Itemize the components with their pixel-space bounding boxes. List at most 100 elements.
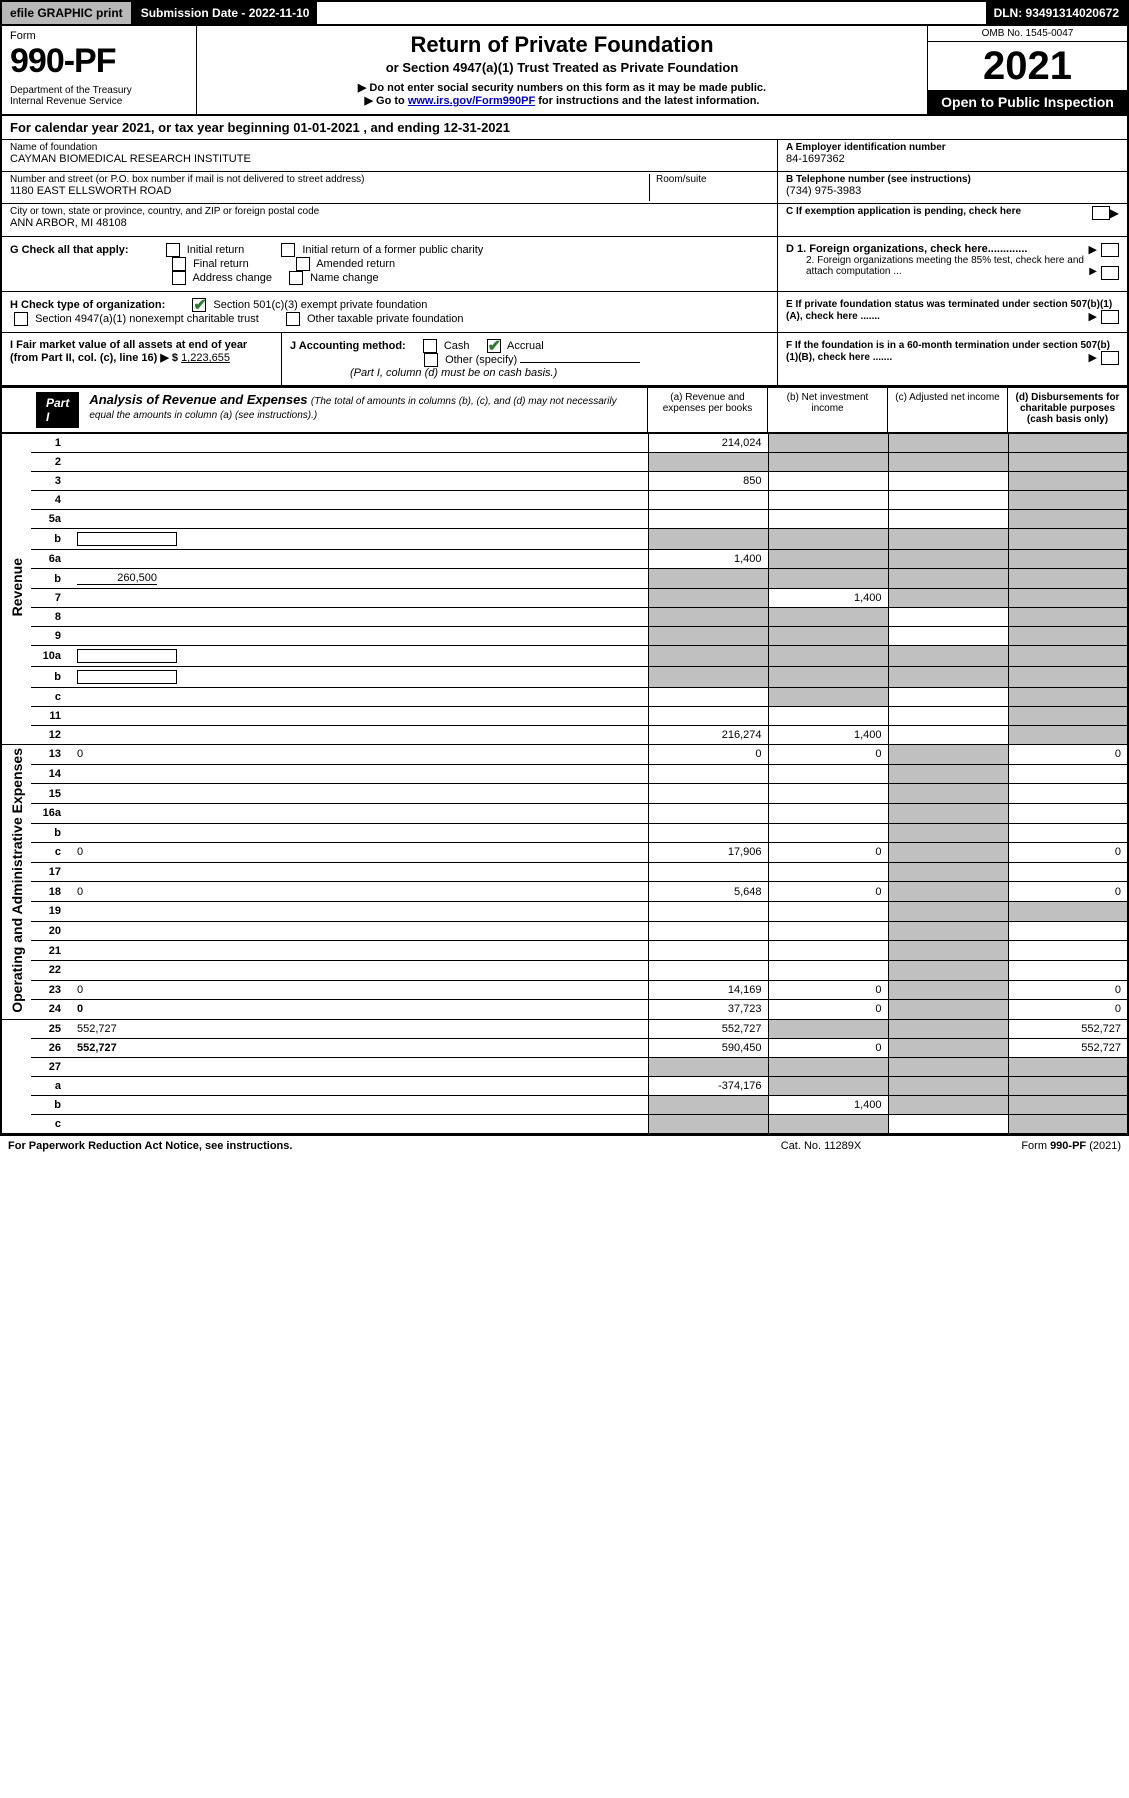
h-opt2: Section 4947(a)(1) nonexempt charitable …: [35, 313, 259, 325]
row-desc: [71, 764, 648, 784]
row-number: 6a: [31, 550, 71, 569]
room-label: Room/suite: [656, 174, 769, 185]
cell-a: [648, 491, 768, 510]
4947-chk[interactable]: [14, 312, 28, 326]
cell-d: [1008, 608, 1128, 627]
table-row: 27: [1, 1057, 1128, 1076]
cell-a: [648, 1057, 768, 1076]
e-checkbox[interactable]: [1101, 310, 1119, 324]
row-desc: [71, 1076, 648, 1095]
cell-a: 0: [648, 745, 768, 765]
g-opt-4: Address change: [192, 272, 272, 284]
j-cash: Cash: [444, 340, 470, 352]
cell-d: [1008, 453, 1128, 472]
cell-a: [648, 589, 768, 608]
form-subtitle: or Section 4947(a)(1) Trust Treated as P…: [203, 60, 921, 75]
table-row: 8: [1, 608, 1128, 627]
accrual-chk[interactable]: [487, 339, 501, 353]
cell-d: [1008, 823, 1128, 843]
cell-c: [888, 784, 1008, 804]
d1-checkbox[interactable]: [1101, 243, 1119, 257]
c-checkbox[interactable]: [1092, 206, 1110, 220]
row-desc: [71, 862, 648, 882]
row-desc: [71, 627, 648, 646]
table-row: 10a: [1, 646, 1128, 667]
row-desc: 0: [71, 882, 648, 902]
inst2-post: for instructions and the latest informat…: [535, 95, 759, 107]
part1-header-row: Part I Analysis of Revenue and Expenses …: [0, 387, 1129, 434]
table-row: Operating and Administrative Expenses130…: [1, 745, 1128, 765]
row-desc: [71, 1057, 648, 1076]
cell-d: [1008, 646, 1128, 667]
cell-b: [768, 1057, 888, 1076]
cell-c: [888, 764, 1008, 784]
address-change-chk[interactable]: [172, 271, 186, 285]
footer-right: Form 990-PF (2021): [921, 1140, 1121, 1152]
form-title: Return of Private Foundation: [203, 32, 921, 58]
arrow-icon: ▶: [1110, 206, 1119, 220]
cell-c: [888, 960, 1008, 980]
part1-desc: Part I Analysis of Revenue and Expenses …: [32, 388, 647, 432]
cell-a: [648, 823, 768, 843]
amended-chk[interactable]: [296, 257, 310, 271]
cell-b: 0: [768, 1000, 888, 1020]
e-section: E If private foundation status was termi…: [777, 292, 1127, 332]
cash-chk[interactable]: [423, 339, 437, 353]
efile-print-btn[interactable]: efile GRAPHIC print: [2, 2, 133, 24]
final-return-chk[interactable]: [172, 257, 186, 271]
irs-link[interactable]: www.irs.gov/Form990PF: [408, 95, 535, 107]
table-row: 6a1,400: [1, 550, 1128, 569]
cell-b: [768, 784, 888, 804]
footer: For Paperwork Reduction Act Notice, see …: [0, 1134, 1129, 1156]
row-number: 4: [31, 491, 71, 510]
e-label: E If private foundation status was termi…: [786, 299, 1112, 322]
cell-b: [768, 764, 888, 784]
cell-c: [888, 550, 1008, 569]
initial-return-chk[interactable]: [166, 243, 180, 257]
cell-b: [768, 453, 888, 472]
cell-c: [888, 646, 1008, 667]
g-opt-3: Amended return: [316, 258, 395, 270]
row-number: 2: [31, 453, 71, 472]
row-desc: [71, 803, 648, 823]
cell-d: [1008, 529, 1128, 550]
cell-b: [768, 803, 888, 823]
h-label: H Check type of organization:: [10, 299, 165, 311]
omb-number: OMB No. 1545-0047: [928, 26, 1127, 42]
top-bar: efile GRAPHIC print Submission Date - 20…: [0, 0, 1129, 26]
501c3-chk[interactable]: [192, 298, 206, 312]
tel-cell: B Telephone number (see instructions) (7…: [778, 172, 1127, 204]
cell-a: [648, 510, 768, 529]
check-row-h: H Check type of organization: Section 50…: [0, 292, 1129, 333]
cell-c: [888, 1114, 1008, 1133]
form-header: Form 990-PF Department of the Treasury I…: [0, 26, 1129, 116]
cell-d: [1008, 1057, 1128, 1076]
form-label: Form: [10, 30, 188, 42]
table-row: 5a: [1, 510, 1128, 529]
row-desc: [71, 510, 648, 529]
row-desc: [71, 529, 648, 550]
cell-c: [888, 745, 1008, 765]
cell-d: 0: [1008, 843, 1128, 863]
d2-checkbox[interactable]: [1101, 266, 1119, 280]
cell-d: [1008, 569, 1128, 589]
cell-b: [768, 960, 888, 980]
cell-a: [648, 569, 768, 589]
cell-a: [648, 941, 768, 961]
g-label: G Check all that apply:: [10, 244, 129, 256]
table-row: c: [1, 688, 1128, 707]
addr-label: Number and street (or P.O. box number if…: [10, 174, 649, 185]
row-number: 19: [31, 902, 71, 922]
cell-a: 37,723: [648, 1000, 768, 1020]
g-opt-5: Name change: [310, 272, 379, 284]
row-number: 14: [31, 764, 71, 784]
form-number: 990-PF: [10, 42, 188, 81]
row-desc: [71, 707, 648, 726]
cell-c: [888, 1019, 1008, 1038]
initial-former-chk[interactable]: [281, 243, 295, 257]
other-chk[interactable]: [424, 353, 438, 367]
name-change-chk[interactable]: [289, 271, 303, 285]
row-desc: [71, 491, 648, 510]
other-taxable-chk[interactable]: [286, 312, 300, 326]
f-checkbox[interactable]: [1101, 351, 1119, 365]
